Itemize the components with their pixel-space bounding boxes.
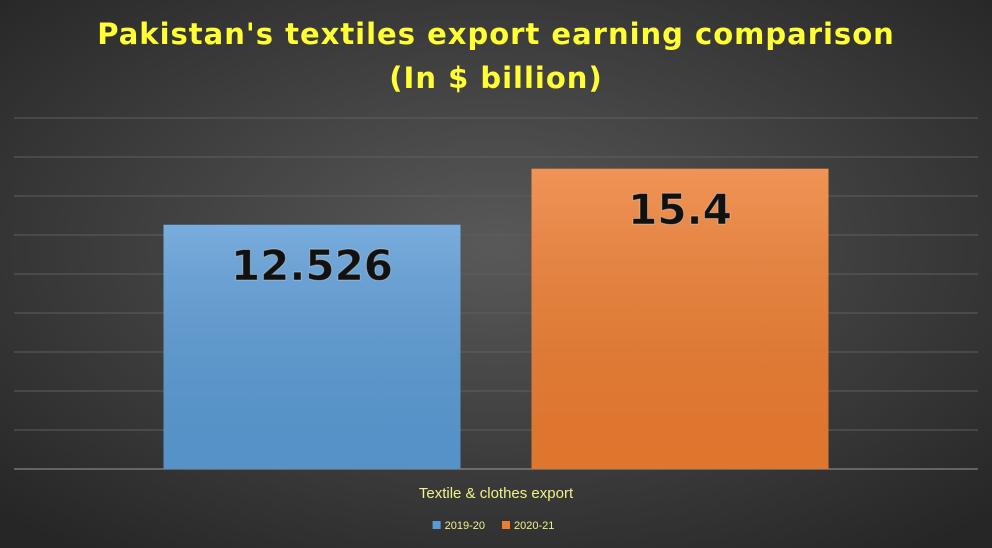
data-label: 15.4	[628, 185, 732, 234]
x-tick-label: Textile & clothes export	[419, 485, 574, 502]
chart-title: Pakistan's textiles export earning compa…	[97, 17, 895, 51]
bar-shine	[163, 224, 461, 469]
data-label: 12.526	[231, 241, 393, 290]
legend-label: 2020-21	[514, 520, 554, 532]
legend-swatch	[432, 521, 441, 529]
legend-label: 2019-20	[445, 520, 485, 532]
legend-swatch	[502, 521, 510, 529]
chart-subtitle: (In $ billion)	[389, 61, 602, 95]
bar-shine	[531, 168, 829, 469]
